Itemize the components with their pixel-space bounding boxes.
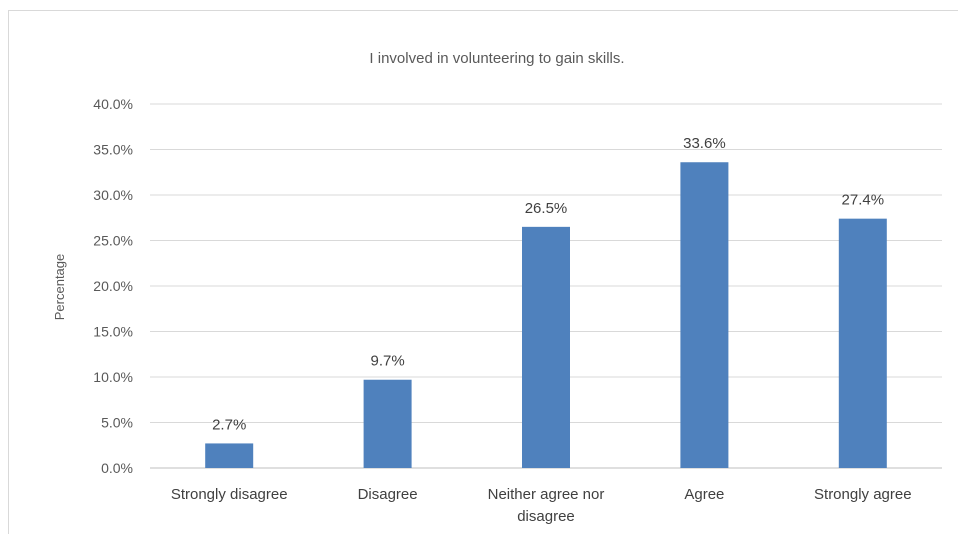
y-tick-label: 20.0% (93, 278, 133, 294)
x-tick-label: Strongly disagree (171, 486, 288, 503)
y-axis-ticks: 0.0% 5.0% 10.0% 15.0% 20.0% 25.0% 30.0% 35.0% 40… (93, 96, 133, 476)
data-label: 2.7% (212, 416, 246, 433)
bar (680, 162, 729, 469)
x-tick-label: Strongly agree (814, 486, 912, 503)
bars (205, 162, 887, 469)
bar (205, 443, 254, 468)
data-label: 26.5% (525, 200, 568, 217)
y-tick-label: 5.0% (101, 415, 133, 431)
chart-frame (8, 10, 958, 534)
data-label: 9.7% (370, 353, 404, 370)
bar (838, 218, 887, 468)
y-tick-label: 15.0% (93, 324, 133, 340)
y-tick-label: 30.0% (93, 187, 133, 203)
y-tick-label: 25.0% (93, 233, 133, 249)
y-tick-label: 40.0% (93, 96, 133, 112)
y-axis-label: Percentage (52, 254, 67, 321)
x-tick-label: Disagree (358, 486, 418, 503)
x-tick-label: Neither agree nor disagree (488, 486, 605, 525)
data-labels: 2.7% 9.7% 26.5% 33.6% 27.4% (212, 135, 884, 433)
y-tick-label: 10.0% (93, 369, 133, 385)
chart-title: I involved in volunteering to gain skill… (369, 50, 624, 67)
y-tick-label: 0.0% (101, 460, 133, 476)
bar (363, 379, 412, 468)
x-tick-label: Agree (684, 486, 724, 503)
x-axis-categories: Strongly disagree Disagree Neither agree n… (171, 486, 912, 525)
data-label: 27.4% (842, 192, 885, 209)
data-label: 33.6% (683, 135, 726, 152)
bar (522, 226, 570, 468)
y-tick-label: 35.0% (93, 142, 133, 158)
